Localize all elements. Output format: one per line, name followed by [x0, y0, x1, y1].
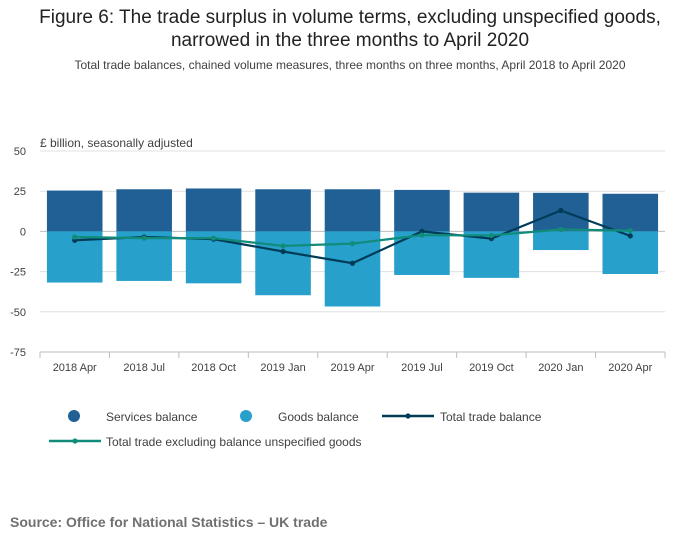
total-trade-point: [627, 233, 633, 239]
total-excl-unspecified-point: [419, 232, 425, 238]
x-tick-label: 2020 Jan: [538, 362, 583, 374]
services-bar: [324, 189, 381, 232]
source-note: Source: Office for National Statistics –…: [10, 514, 328, 530]
services-bar: [463, 192, 520, 232]
services-bar: [394, 189, 450, 232]
services-bar: [602, 193, 659, 232]
total-trade-point: [419, 228, 425, 234]
x-tick-label: 2018 Oct: [191, 362, 236, 374]
x-tick-label: 2020 Apr: [608, 362, 652, 374]
services-bar: [185, 188, 242, 232]
y-axis-label: £ billion, seasonally adjusted: [40, 136, 193, 150]
x-tick-label: 2018 Apr: [53, 362, 97, 374]
total-trade-point: [280, 248, 286, 255]
legend-services-swatch: [68, 410, 80, 422]
y-axis-ticks: 50 25 0 -25 -50 -75: [10, 146, 26, 359]
total-excl-unspecified-point: [558, 226, 564, 233]
chart-subtitle: Total trade balances, chained volume mea…: [74, 58, 626, 72]
total-excl-unspecified-point: [349, 241, 356, 247]
x-axis: 2018 Apr 2018 Jul 2018 Oct 2019 Jan 2019 Apr…: [39, 351, 666, 374]
y-tick-label: -50: [10, 307, 26, 319]
chart-title: Figure 6: The trade surplus in volume te…: [0, 6, 700, 52]
total-excl-unspecified-point: [627, 227, 633, 234]
legend-goods-label: Goods balance: [278, 410, 359, 424]
total-excl-unspecified-point: [141, 235, 147, 241]
x-tick-label: 2019 Apr: [330, 362, 374, 374]
total-excl-unspecified-point: [211, 235, 217, 241]
legend-total-marker: [405, 413, 411, 419]
y-tick-label: 50: [14, 146, 26, 158]
legend-services-label: Services balance: [106, 410, 198, 424]
x-tick-label: 2019 Jan: [260, 362, 305, 374]
x-tick-label: 2019 Oct: [469, 362, 514, 374]
total-trade-point: [349, 260, 356, 266]
y-tick-label: 0: [20, 226, 26, 238]
services-bar: [255, 189, 311, 232]
x-tick-label: 2019 Jul: [401, 362, 443, 374]
x-tick-label: 2018 Jul: [123, 362, 165, 374]
y-tick-label: 25: [14, 186, 26, 198]
y-tick-label: -25: [10, 267, 26, 279]
legend: Services balance Goods balance Total trade…: [49, 410, 542, 449]
series-lines: [72, 207, 633, 266]
y-tick-label: -75: [10, 347, 26, 359]
bars: [46, 188, 659, 307]
total-excl-unspecified-point: [72, 234, 78, 240]
services-bar: [46, 190, 103, 232]
total-excl-unspecified-point: [488, 232, 494, 239]
goods-bar: [533, 231, 589, 251]
legend-total-excl-label: Total trade excluding balance unspecifie…: [106, 435, 362, 449]
goods-bar: [394, 231, 450, 275]
services-bar: [116, 189, 172, 232]
goods-bar: [255, 231, 311, 296]
legend-goods-swatch: [240, 410, 252, 422]
total-excl-unspecified-point: [280, 243, 286, 249]
legend-total-excl-marker: [72, 438, 78, 444]
chart-title-line-2: narrowed in the three months to April 20…: [170, 30, 530, 51]
chart-title-line-1: Figure 6: The trade surplus in volume te…: [39, 7, 661, 28]
total-trade-point: [558, 207, 564, 214]
legend-total-label: Total trade balance: [440, 410, 542, 424]
